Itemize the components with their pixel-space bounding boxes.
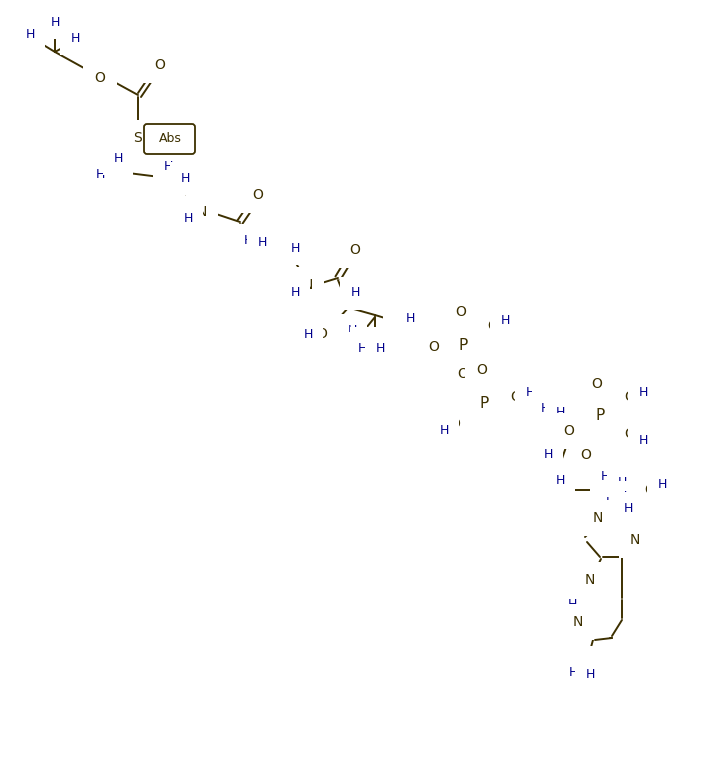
Text: H: H (617, 490, 626, 503)
Text: H: H (181, 172, 190, 184)
Text: H: H (567, 598, 576, 611)
Text: O: O (624, 427, 635, 441)
Text: O: O (428, 340, 439, 354)
Text: H: H (439, 423, 449, 437)
Text: H: H (70, 32, 80, 44)
Text: H: H (605, 496, 615, 508)
Text: P: P (479, 395, 489, 410)
Text: H: H (163, 159, 173, 172)
Text: H: H (540, 402, 550, 414)
Text: H: H (555, 406, 565, 419)
Text: H: H (257, 235, 267, 249)
Text: H: H (278, 239, 288, 252)
Text: O: O (563, 424, 574, 438)
Text: O: O (645, 483, 655, 497)
Text: S: S (133, 131, 142, 145)
Text: N: N (573, 615, 583, 629)
Text: H: H (543, 448, 552, 461)
Text: P: P (595, 407, 605, 423)
Text: N: N (630, 533, 640, 547)
Text: H: H (393, 308, 402, 322)
Text: H: H (624, 501, 633, 514)
Text: O: O (510, 390, 521, 404)
Text: O: O (349, 243, 360, 257)
Text: O: O (487, 319, 498, 333)
Text: H: H (50, 16, 59, 29)
Text: H: H (290, 285, 299, 298)
Text: H: H (617, 476, 626, 490)
Text: O: O (455, 305, 466, 319)
Text: N: N (585, 573, 595, 587)
Text: H: H (357, 342, 367, 354)
Text: H: H (360, 336, 370, 350)
Text: H: H (25, 29, 35, 41)
Text: N: N (593, 511, 603, 525)
Text: H: H (568, 665, 578, 678)
Text: H: H (347, 323, 357, 336)
Text: H: H (542, 392, 552, 405)
Text: H: H (405, 312, 415, 325)
FancyBboxPatch shape (144, 124, 195, 154)
Text: O: O (317, 327, 328, 341)
Text: O: O (457, 367, 468, 381)
Text: H: H (526, 385, 534, 399)
Text: H: H (600, 471, 610, 483)
Text: H: H (638, 434, 647, 447)
Text: O: O (592, 377, 602, 391)
Text: O: O (624, 390, 635, 404)
Text: H: H (95, 169, 104, 182)
Text: P: P (458, 337, 468, 353)
Text: N: N (196, 205, 207, 219)
Text: H: H (658, 479, 667, 492)
Text: O: O (476, 363, 487, 377)
Text: H: H (113, 152, 123, 165)
Text: Abs: Abs (159, 133, 181, 145)
Text: O: O (154, 58, 165, 72)
Text: O: O (450, 417, 460, 431)
Text: N: N (581, 657, 591, 671)
Text: O: O (252, 188, 263, 202)
Text: H: H (303, 329, 312, 342)
Text: H: H (585, 667, 594, 681)
Text: H: H (555, 473, 565, 486)
Text: O: O (581, 448, 592, 462)
Text: H: H (183, 211, 193, 225)
Text: H: H (500, 313, 510, 326)
Text: H: H (244, 234, 253, 246)
Text: O: O (94, 71, 105, 85)
Text: H: H (290, 242, 299, 255)
Text: N: N (303, 278, 313, 292)
Text: H: H (350, 287, 360, 299)
Text: H: H (376, 342, 385, 354)
Text: H: H (638, 385, 647, 399)
